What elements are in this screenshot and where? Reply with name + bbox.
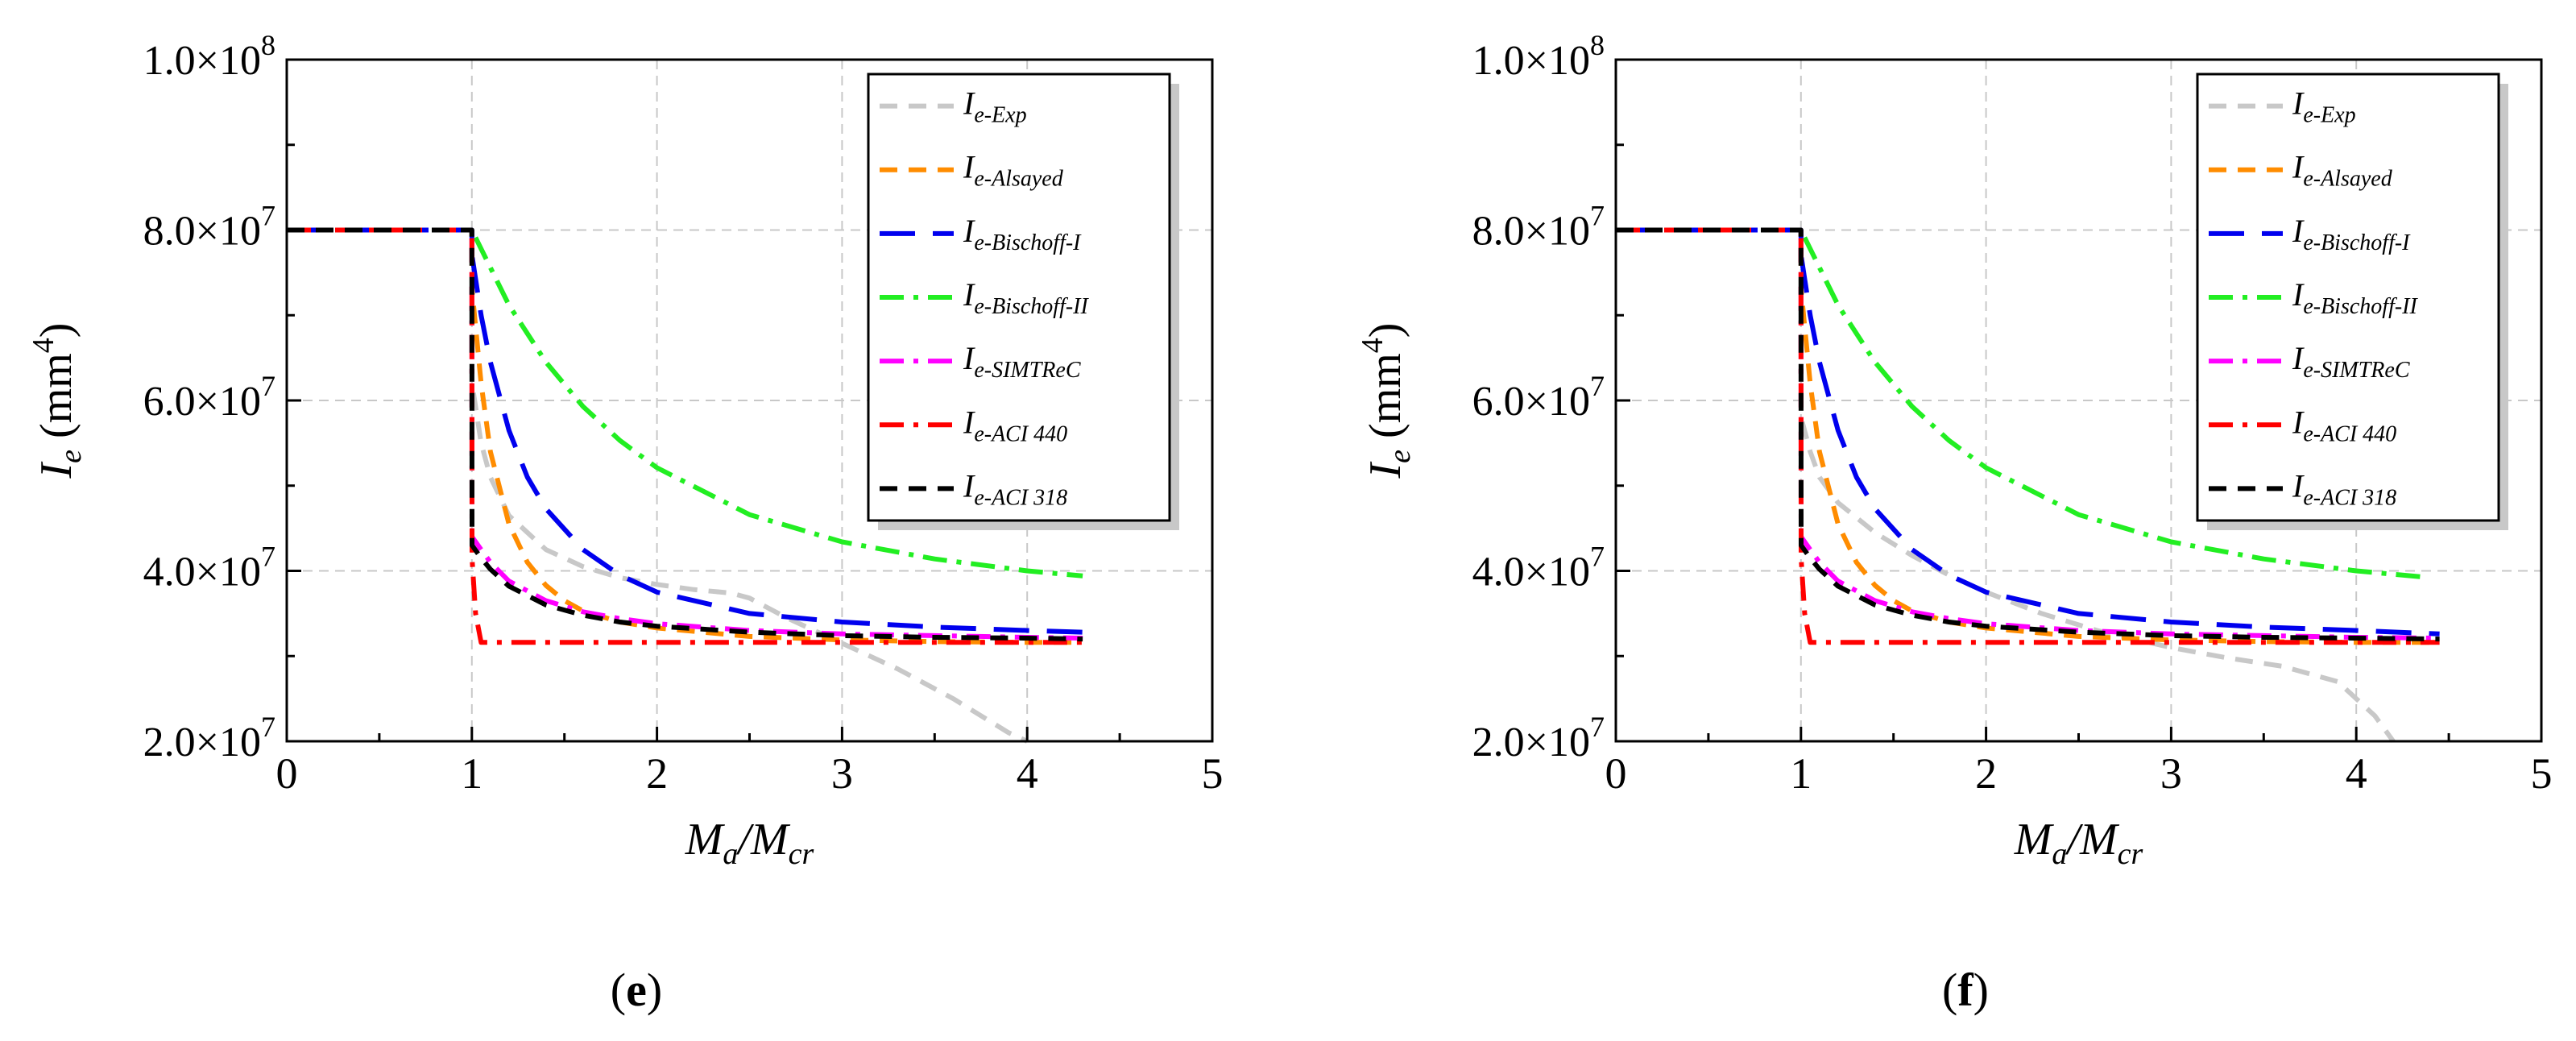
legend: Ie-Exp Ie-Alsayed Ie-Bischoff-I Ie-Bischoff… xyxy=(2196,73,2508,530)
axis-ticks xyxy=(1614,58,2543,743)
legend-item-bischoff2: Ie-Bischoff-II xyxy=(880,276,1089,319)
x-tick-label: 1 xyxy=(1790,749,1812,798)
legend-item-aci440: Ie-ACI 440 xyxy=(880,404,1067,446)
y-tick-label: 2.0×107 xyxy=(143,711,275,765)
legend-item-simtrec: Ie-SIMTReC xyxy=(2209,340,2410,383)
legend-item-exp: Ie-Exp xyxy=(880,85,1027,128)
legend-item-alsayed: Ie-Alsayed xyxy=(880,149,1064,192)
legend-item-bischoff1: Ie-Bischoff-I xyxy=(880,213,1082,255)
x-tick-label: 0 xyxy=(276,749,298,798)
chart-panel-f: 0 1 2 3 4 5 2.0×107 4.0×107 6.0×107 8.0×107 1.0×1… xyxy=(1356,29,2553,1016)
legend-item-alsayed: Ie-Alsayed xyxy=(2209,149,2393,192)
legend-label: Ie-Bischoff-I xyxy=(2292,213,2411,255)
legend-box xyxy=(2196,73,2500,522)
y-tick-label: 4.0×107 xyxy=(143,541,275,595)
series-line-alsayed xyxy=(287,227,1083,645)
series-line-alsayed xyxy=(1616,227,2440,645)
legend-label: Ie-Bischoff-II xyxy=(2292,276,2418,319)
y-tick-label: 6.0×107 xyxy=(143,370,275,425)
y-tick-label: 1.0×108 xyxy=(1472,29,1605,84)
series-line-bischoff1 xyxy=(287,227,1083,635)
x-tick-label: 3 xyxy=(831,749,853,798)
legend-label: Ie-SIMTReC xyxy=(2292,340,2410,383)
legend-label: Ie-ACI 440 xyxy=(963,404,1067,446)
legend-box xyxy=(867,73,1171,522)
series-layer xyxy=(1616,227,2440,743)
legend: Ie-Exp Ie-Alsayed Ie-Bischoff-I Ie-Bischoff… xyxy=(867,73,1179,530)
legend-item-exp: Ie-Exp xyxy=(2209,85,2356,128)
axis-ticks xyxy=(285,58,1214,743)
series-layer xyxy=(287,227,1083,744)
legend-label: Ie-Alsayed xyxy=(2292,149,2393,192)
y-tick-label: 2.0×107 xyxy=(1472,711,1605,765)
x-tick-label: 5 xyxy=(1202,749,1224,798)
legend-label: Ie-ACI 440 xyxy=(2292,404,2396,446)
series-line-aci318 xyxy=(287,227,1083,642)
x-tick-labels: 0 1 2 3 4 5 xyxy=(1605,749,2553,798)
legend-item-bischoff2: Ie-Bischoff-II xyxy=(2209,276,2418,319)
x-tick-labels: 0 1 2 3 4 5 xyxy=(276,749,1224,798)
series-line-bischoff1 xyxy=(1616,227,2440,637)
x-tick-label: 5 xyxy=(2531,749,2553,798)
y-axis-label: Ie (mm4) xyxy=(1356,323,1417,479)
chart-panel-e: 0 1 2 3 4 5 2.0×107 4.0×107 6.0×107 8.0×107 1.0×1… xyxy=(27,29,1224,1016)
legend-label: Ie-SIMTReC xyxy=(963,340,1081,383)
y-tick-label: 6.0×107 xyxy=(1472,370,1605,425)
legend-label: Ie-Bischoff-I xyxy=(963,213,1082,255)
panel-label-f: (f) xyxy=(1942,964,1989,1016)
y-axis-label: Ie (mm4) xyxy=(27,323,88,479)
legend-label: Ie-Bischoff-II xyxy=(963,276,1089,319)
legend-item-aci440: Ie-ACI 440 xyxy=(2209,404,2396,446)
legend-label: Ie-Exp xyxy=(963,85,1027,128)
legend-item-bischoff1: Ie-Bischoff-I xyxy=(2209,213,2411,255)
x-tick-label: 4 xyxy=(1017,749,1038,798)
series-line-exp xyxy=(287,227,1029,744)
x-tick-label: 0 xyxy=(1605,749,1627,798)
series-line-aci318 xyxy=(1616,227,2440,642)
y-tick-labels: 2.0×107 4.0×107 6.0×107 8.0×107 1.0×108 xyxy=(143,29,275,765)
legend-label: Ie-ACI 318 xyxy=(2292,467,2396,510)
y-tick-label: 8.0×107 xyxy=(1472,200,1605,255)
x-tick-label: 2 xyxy=(646,749,668,798)
series-line-bischoff2 xyxy=(287,227,1083,579)
x-tick-label: 3 xyxy=(2160,749,2182,798)
legend-item-simtrec: Ie-SIMTReC xyxy=(880,340,1081,383)
legend-label: Ie-ACI 318 xyxy=(963,467,1067,510)
y-tick-label: 1.0×108 xyxy=(143,29,275,84)
y-tick-label: 8.0×107 xyxy=(143,200,275,255)
panel-label-e: (e) xyxy=(611,964,662,1016)
legend-label: Ie-Exp xyxy=(2292,85,2356,128)
legend-label: Ie-Alsayed xyxy=(963,149,1064,192)
legend-item-aci318: Ie-ACI 318 xyxy=(2209,467,2396,510)
y-tick-label: 4.0×107 xyxy=(1472,541,1605,595)
legend-item-aci318: Ie-ACI 318 xyxy=(880,467,1067,510)
series-line-bischoff2 xyxy=(1616,227,2421,579)
x-tick-label: 4 xyxy=(2346,749,2367,798)
x-tick-label: 1 xyxy=(461,749,482,798)
y-tick-labels: 2.0×107 4.0×107 6.0×107 8.0×107 1.0×108 xyxy=(1472,29,1605,765)
x-tick-label: 2 xyxy=(1975,749,1997,798)
